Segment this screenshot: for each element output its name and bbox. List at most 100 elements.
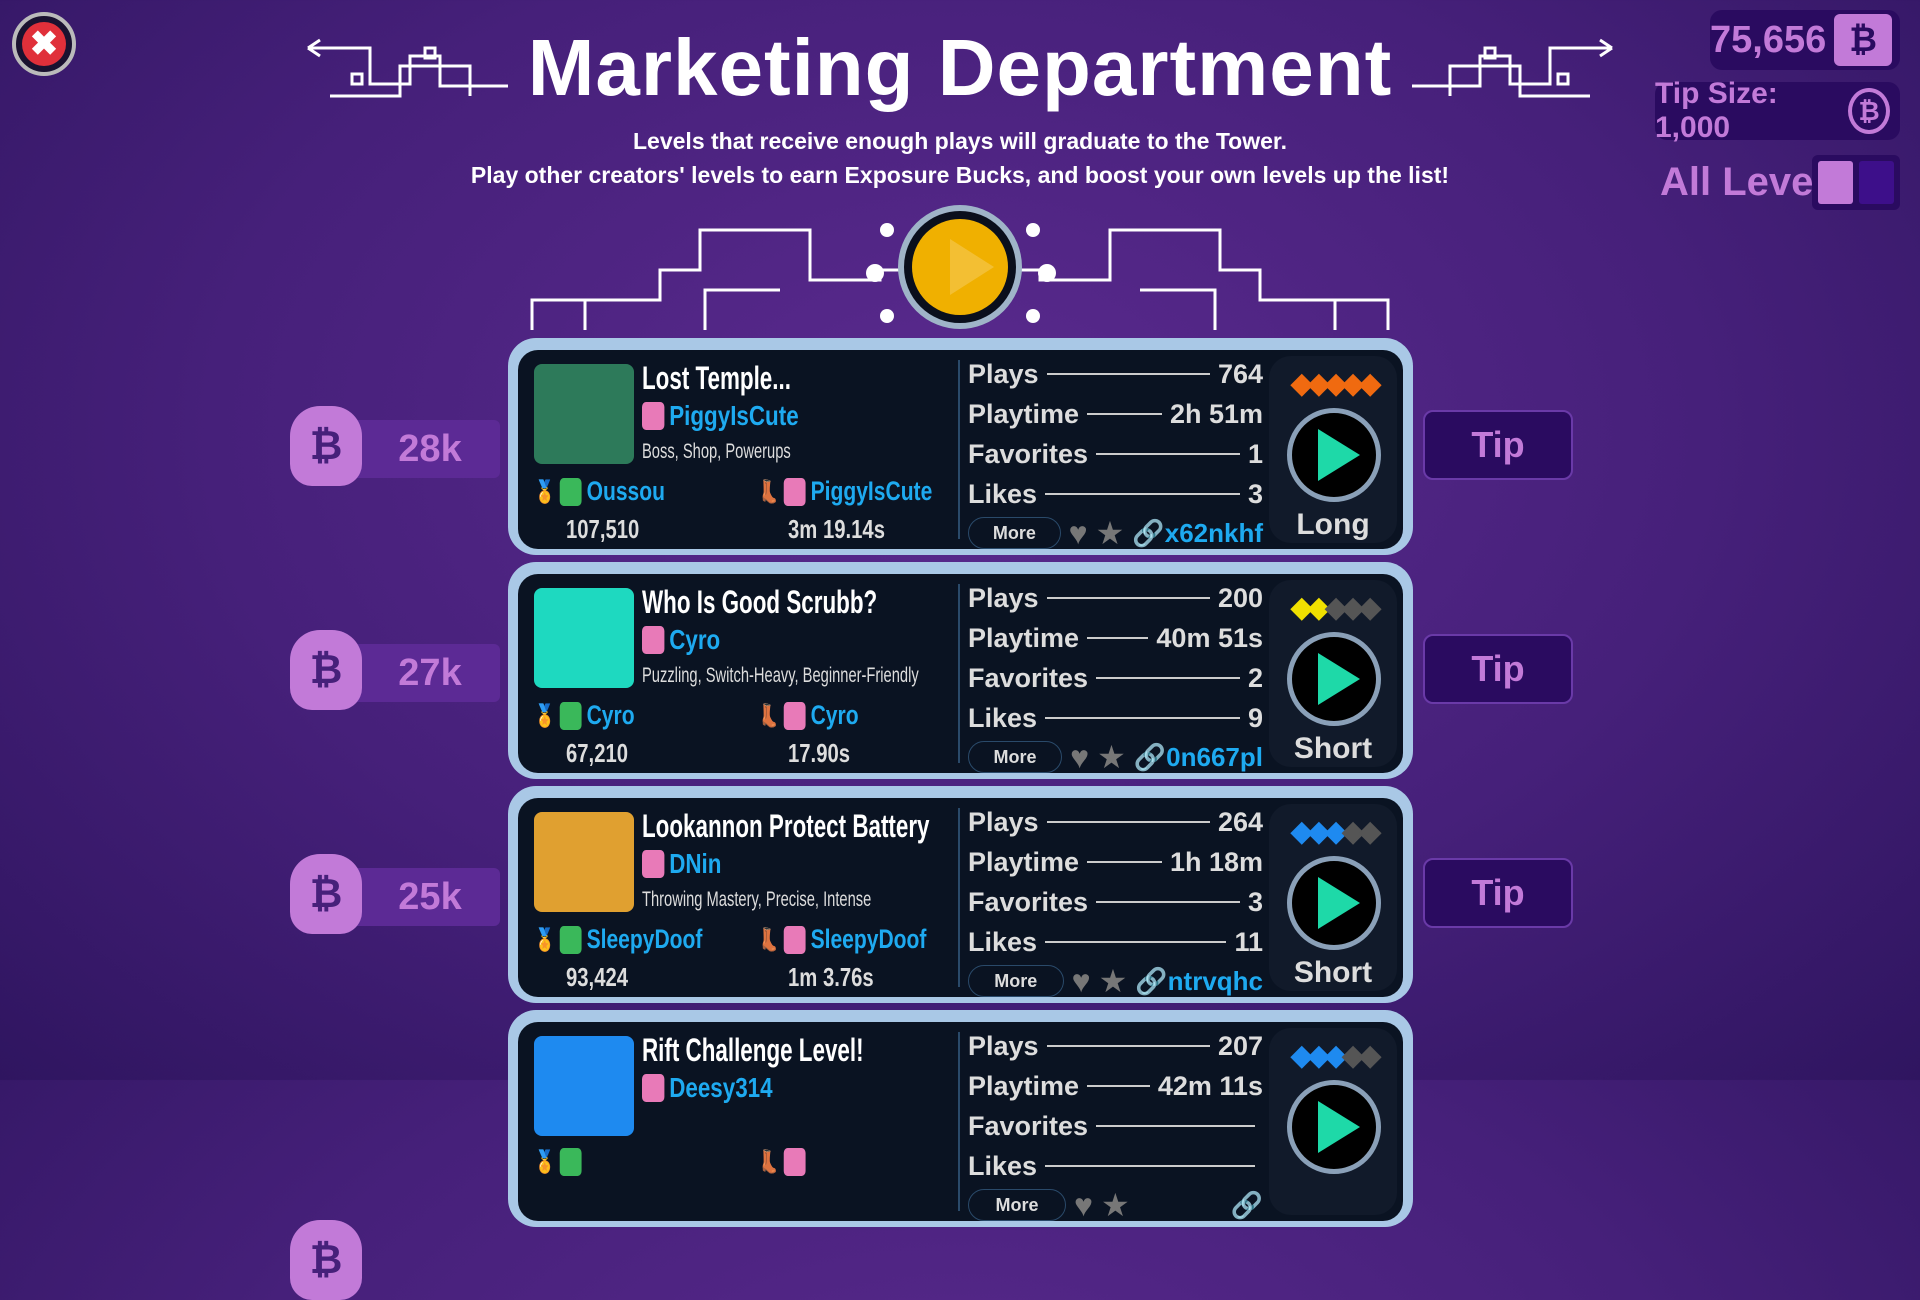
balance-value: 75,656 [1710, 18, 1827, 61]
level-card[interactable]: Who Is Good Scrubb? Cyro Puzzling, Switc… [508, 562, 1413, 779]
level-thumbnail [534, 588, 634, 688]
top-score-player[interactable]: 🏅 Oussou [534, 476, 665, 506]
difficulty-diamond: ◆ [1307, 367, 1330, 400]
level-code[interactable]: 🔗 [1230, 1189, 1263, 1220]
level-code[interactable]: 🔗ntrvqhc [1135, 965, 1263, 996]
tip-size-label: Tip Size: 1,000 [1655, 77, 1778, 144]
difficulty-diamonds: ◆◆◆◆◆ [1269, 1038, 1397, 1073]
speedrun-player[interactable]: 👢 SleepyDoof [758, 924, 927, 954]
money-bag-icon: ₿ [290, 854, 362, 934]
speedrun-player[interactable]: 👢 [758, 1148, 811, 1176]
level-author[interactable]: DNin [642, 848, 721, 880]
player-avatar [560, 701, 582, 730]
top-score: 67,210 [566, 738, 629, 768]
heart-icon[interactable]: ♥ [1074, 1186, 1093, 1223]
play-level-button[interactable] [1287, 408, 1381, 502]
bounty-amount: 27k [340, 644, 500, 702]
difficulty-diamond: ◆ [1358, 1039, 1382, 1072]
tip-button[interactable]: Tip [1423, 634, 1573, 704]
play-random-button[interactable] [898, 205, 1022, 329]
more-button[interactable]: More [968, 965, 1064, 997]
money-bag-icon: ₿ [290, 1220, 362, 1300]
play-icon [1318, 1101, 1360, 1153]
speedrun-player[interactable]: 👢 Cyro [758, 700, 859, 730]
tip-button[interactable]: Tip [1423, 410, 1573, 480]
close-icon: ✖ [22, 22, 66, 66]
stat-likes: Likes 3 [968, 478, 1263, 509]
difficulty-diamond: ◆ [1341, 591, 1365, 624]
speedrun-player[interactable]: 👢 PiggyIsCute [758, 476, 933, 506]
player-avatar [560, 925, 582, 954]
stat-playtime: Playtime 1h 18m [968, 846, 1263, 877]
level-code[interactable]: 🔗0n667pl [1133, 741, 1263, 772]
stat-likes: Likes [968, 1146, 1263, 1186]
difficulty-diamond: ◆ [1324, 591, 1347, 624]
subtitle-line-2: Play other creators' levels to earn Expo… [470, 162, 1450, 188]
stat-plays: Plays 264 [968, 806, 1263, 837]
difficulty-diamond: ◆ [1358, 815, 1382, 848]
play-icon [912, 219, 1008, 315]
difficulty-diamond: ◆ [1341, 367, 1365, 400]
level-row: 25k ₿ Lookannon Protect Battery DNin Thr… [0, 786, 1920, 1003]
subtitle-line-1: Levels that receive enough plays will gr… [633, 128, 1287, 154]
play-level-button[interactable] [1287, 856, 1381, 950]
boot-icon: 👢 [758, 702, 780, 728]
play-level-button[interactable] [1287, 632, 1381, 726]
level-card[interactable]: Lost Temple... PiggyIsCute Boss, Shop, P… [508, 338, 1413, 555]
play-icon [1318, 877, 1360, 929]
player-avatar [784, 1148, 806, 1176]
difficulty-diamond: ◆ [1324, 1039, 1347, 1072]
more-button[interactable]: More [968, 517, 1061, 549]
author-avatar [642, 626, 665, 654]
player-avatar [784, 477, 806, 506]
stat-likes: Likes 11 [968, 926, 1263, 957]
level-card[interactable]: Lookannon Protect Battery DNin Throwing … [508, 786, 1413, 1003]
play-level-button[interactable] [1287, 1080, 1381, 1174]
level-length: Short [1293, 732, 1373, 765]
level-card[interactable]: Rift Challenge Level! Deesy314 🏅 👢 Plays… [508, 1010, 1413, 1227]
stat-playtime: Playtime 40m 51s [968, 622, 1263, 653]
tip-button[interactable]: Tip [1423, 858, 1573, 928]
money-bag-icon: ₿ [290, 630, 362, 710]
stat-likes: Likes 9 [968, 702, 1263, 733]
stat-favorites: Favorites [968, 1106, 1263, 1146]
level-thumbnail [534, 364, 634, 464]
level-author[interactable]: Deesy314 [642, 1072, 773, 1104]
top-score-player[interactable]: 🏅 Cyro [534, 700, 635, 730]
more-button[interactable]: More [968, 741, 1063, 773]
star-icon[interactable]: ★ [1101, 1187, 1130, 1223]
difficulty-diamond: ◆ [1324, 815, 1347, 848]
speedrun-time: 1m 3.76s [788, 962, 874, 992]
player-avatar [784, 701, 806, 730]
medal-icon: 🏅 [534, 702, 556, 728]
top-score-player[interactable]: 🏅 [534, 1148, 587, 1176]
player-avatar [560, 1148, 582, 1176]
level-author[interactable]: Cyro [642, 624, 720, 656]
top-score-player[interactable]: 🏅 SleepyDoof [534, 924, 703, 954]
difficulty-diamond: ◆ [1290, 1039, 1313, 1072]
difficulty-diamond: ◆ [1290, 591, 1313, 624]
heart-icon[interactable]: ♥ [1071, 962, 1091, 999]
difficulty-diamond: ◆ [1307, 591, 1330, 624]
level-author[interactable]: PiggyIsCute [642, 400, 799, 432]
more-button[interactable]: More [968, 1189, 1066, 1221]
level-title: Lookannon Protect Battery [642, 808, 930, 844]
play-icon [1318, 429, 1360, 481]
star-icon[interactable]: ★ [1095, 515, 1125, 551]
star-icon[interactable]: ★ [1097, 739, 1126, 775]
heart-icon[interactable]: ♥ [1068, 514, 1088, 551]
level-length: Long [1296, 508, 1370, 541]
close-button[interactable]: ✖ [12, 12, 76, 76]
stat-favorites: Favorites 2 [968, 662, 1263, 693]
level-code[interactable]: 🔗x62nkhf [1132, 517, 1263, 548]
boot-icon: 👢 [758, 478, 780, 504]
tip-size-selector[interactable]: Tip Size: 1,000 ₿ [1655, 77, 1900, 144]
heart-icon[interactable]: ♥ [1070, 738, 1090, 775]
boot-icon: 👢 [758, 926, 780, 952]
circuit-decoration-right [1412, 38, 1613, 98]
coin-icon: ₿ [1848, 88, 1890, 134]
author-avatar [642, 1074, 665, 1102]
top-score: 93,424 [566, 962, 629, 992]
star-icon[interactable]: ★ [1098, 963, 1128, 999]
all-levels-toggle[interactable] [1812, 155, 1900, 210]
